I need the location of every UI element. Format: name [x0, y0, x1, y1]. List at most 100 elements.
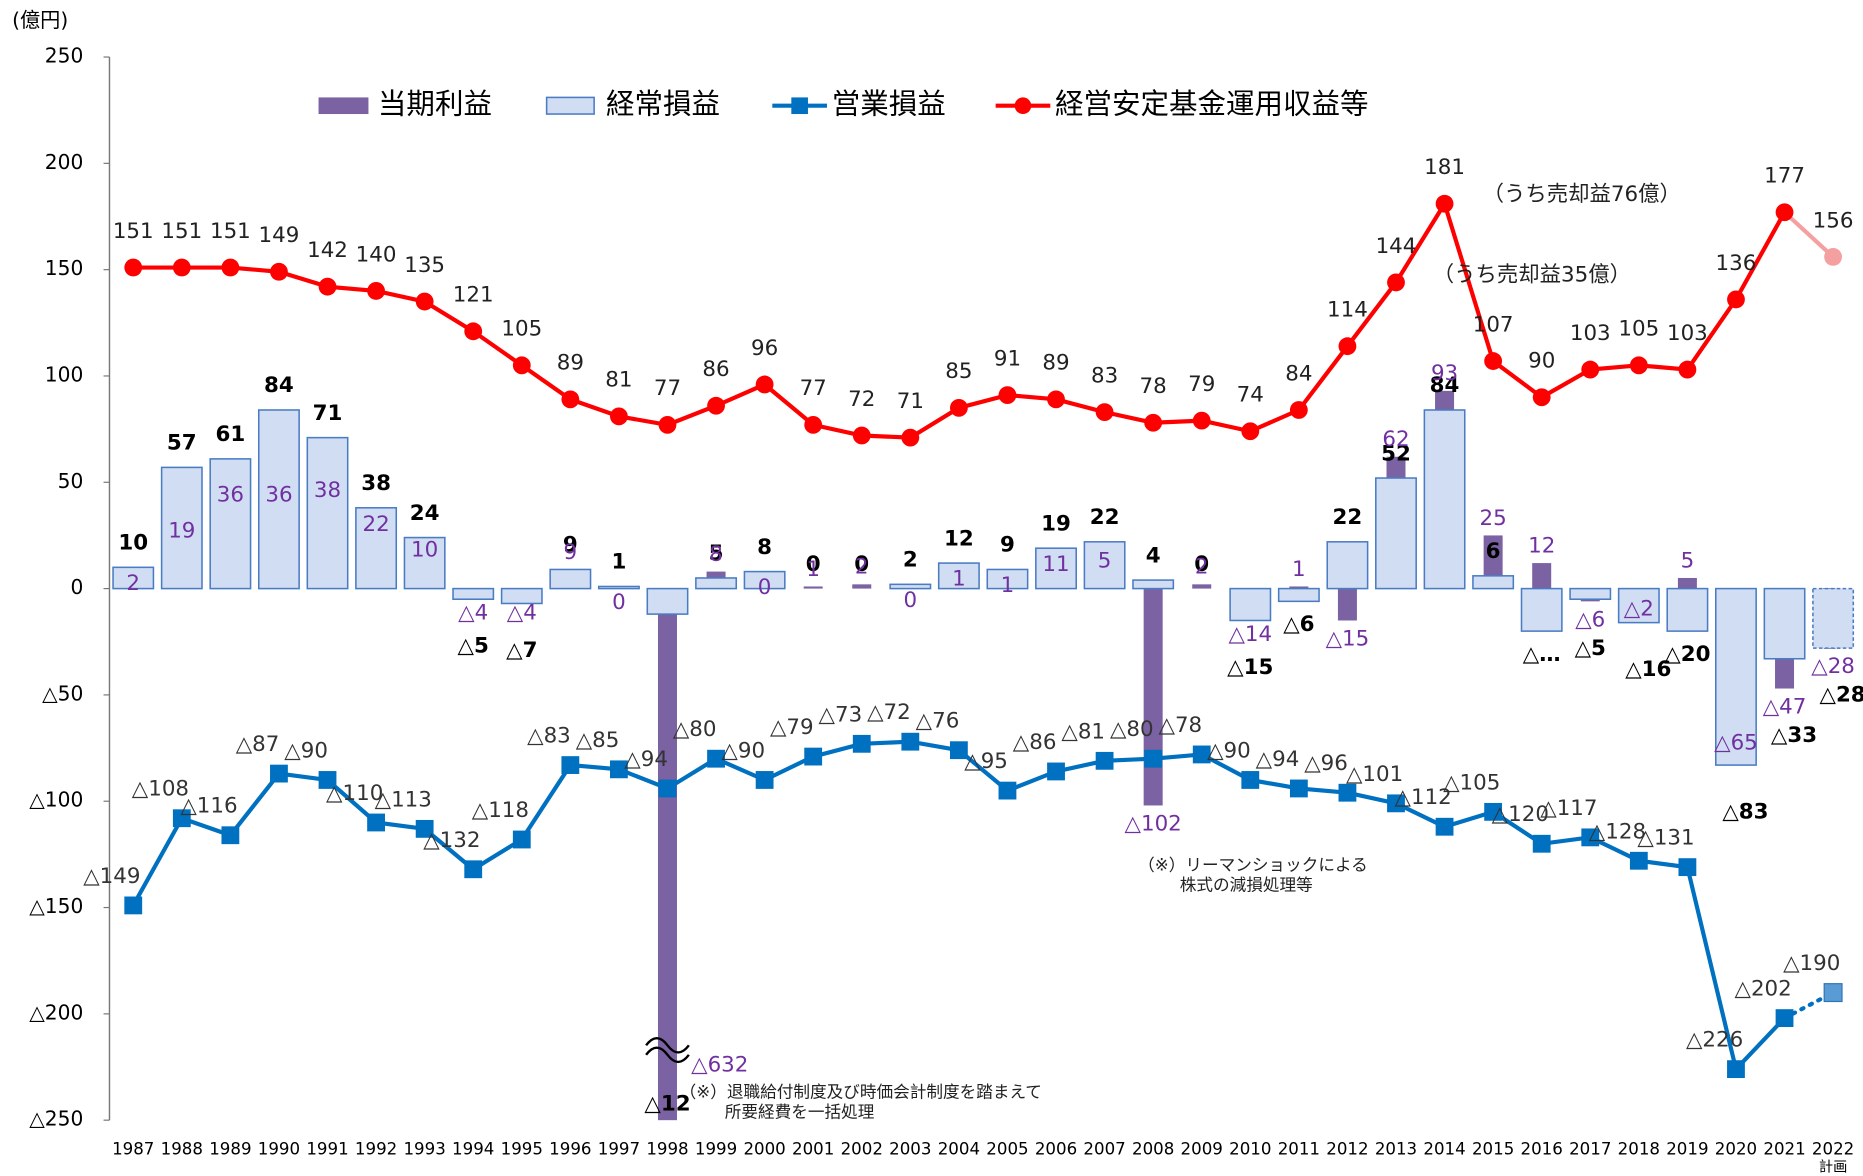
data-label: △117 — [1540, 796, 1597, 821]
bar — [1812, 587, 1855, 649]
marker — [707, 396, 725, 415]
x-tick-label: 2002 — [841, 1139, 883, 1158]
marker — [1095, 403, 1114, 422]
bar — [1763, 587, 1806, 660]
data-label: △132 — [423, 828, 480, 853]
data-label: △90 — [721, 738, 765, 763]
data-label: △110 — [326, 781, 383, 806]
data-label: 86 — [702, 357, 729, 382]
bar — [1277, 587, 1320, 603]
x-tick-label: 1998 — [646, 1139, 688, 1158]
marker — [1824, 247, 1843, 266]
x-tick-label: 2016 — [1521, 1139, 1563, 1158]
bar — [646, 587, 689, 615]
data-label: 0 — [854, 552, 869, 577]
marker — [1629, 851, 1648, 870]
marker — [1047, 762, 1065, 781]
marker — [1775, 1009, 1794, 1028]
data-label: 78 — [1140, 374, 1167, 399]
bar — [1423, 409, 1466, 590]
x-tick-label: 1996 — [549, 1139, 591, 1158]
legend-label: 当期利益 — [378, 88, 492, 121]
bar — [743, 570, 786, 590]
x-tick-label: 1994 — [452, 1139, 494, 1158]
bar — [1569, 587, 1612, 600]
data-label: 107 — [1473, 312, 1514, 337]
y-tick-label: 150 — [45, 256, 84, 280]
data-label: 1 — [1001, 573, 1015, 598]
x-plan-label: 計画 — [1819, 1159, 1848, 1176]
bar — [1666, 587, 1709, 632]
legend-label: 経営安定基金運用収益等 — [1055, 88, 1369, 121]
data-label: 36 — [217, 482, 244, 507]
bar — [160, 466, 203, 590]
bar — [1132, 579, 1175, 590]
x-tick-label: 2005 — [986, 1139, 1028, 1158]
data-label: 8 — [709, 542, 723, 567]
marker — [561, 390, 580, 409]
marker — [658, 779, 677, 798]
data-label: 74 — [1237, 383, 1264, 408]
data-label: △14 — [1228, 622, 1272, 647]
data-label: 5 — [709, 541, 724, 566]
marker — [1532, 388, 1551, 407]
data-label: 0 — [904, 588, 918, 613]
marker — [998, 781, 1017, 800]
data-label: △73 — [819, 702, 863, 727]
data-label: 89 — [1042, 351, 1069, 376]
data-label: 12 — [944, 526, 974, 551]
x-tick-label: 2020 — [1715, 1139, 1757, 1158]
y-tick-label: 50 — [58, 469, 84, 493]
data-label: 2 — [126, 571, 140, 596]
bar — [1083, 541, 1126, 590]
line-plan — [1782, 210, 1836, 259]
data-label: 156 — [1813, 208, 1854, 233]
data-label: △76 — [916, 709, 960, 734]
bar — [657, 588, 677, 1121]
bar — [889, 583, 932, 590]
x-tick-label: 1997 — [598, 1139, 640, 1158]
x-tick-label: 2000 — [743, 1139, 785, 1158]
marker — [1775, 203, 1794, 222]
data-label: 114 — [1327, 298, 1368, 323]
data-label: △94 — [624, 747, 668, 772]
data-label: 1 — [611, 550, 626, 575]
bar — [1532, 563, 1552, 589]
data-label: △112 — [1395, 785, 1452, 810]
data-label: 1 — [806, 557, 820, 582]
x-tick-label: 1999 — [695, 1139, 737, 1158]
marker — [221, 258, 240, 277]
x-tick-label: 2007 — [1083, 1139, 1125, 1158]
bar — [1337, 588, 1357, 621]
data-label: △72 — [867, 700, 911, 725]
marker — [1289, 401, 1308, 419]
bar — [1035, 547, 1077, 590]
marker — [172, 809, 191, 828]
data-label: 149 — [259, 223, 300, 248]
marker — [464, 322, 483, 341]
data-label: 181 — [1424, 155, 1465, 180]
marker — [1532, 834, 1551, 853]
data-label: △16 — [1625, 657, 1671, 682]
data-label: △96 — [1304, 751, 1348, 776]
data-label: 61 — [216, 422, 246, 447]
data-label: 9 — [1000, 533, 1015, 558]
data-label: △113 — [375, 787, 432, 812]
y-tick-label: 200 — [45, 150, 84, 174]
data-label: 10 — [118, 531, 148, 556]
bar — [403, 536, 446, 590]
bar — [1520, 587, 1563, 632]
data-label: △28 — [1811, 654, 1855, 679]
data-label: 5 — [1681, 548, 1695, 573]
bar — [986, 568, 1029, 590]
data-label: △85 — [576, 728, 620, 753]
marker — [415, 292, 434, 311]
marker — [949, 398, 968, 417]
annotation: 所要経費を一括処理 — [725, 1103, 875, 1122]
data-label: 1 — [952, 567, 966, 592]
x-tick-label: 1990 — [258, 1139, 300, 1158]
y-tick-label: △150 — [29, 894, 83, 918]
bar — [1617, 587, 1660, 624]
marker — [1435, 194, 1454, 213]
